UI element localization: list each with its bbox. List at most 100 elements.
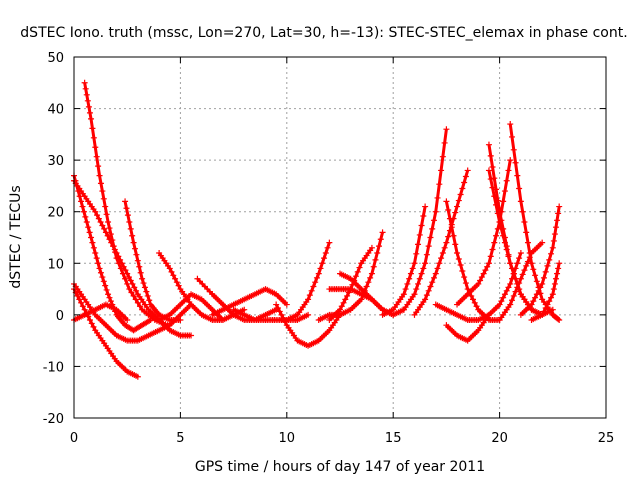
data-point — [78, 198, 85, 205]
data-marks — [71, 79, 563, 380]
data-point — [485, 260, 492, 267]
data-point — [82, 213, 89, 220]
data-point — [88, 234, 95, 241]
y-tick-label: -20 — [43, 412, 64, 427]
data-point — [340, 299, 347, 306]
data-point — [126, 219, 133, 226]
data-point — [510, 146, 517, 153]
data-point — [85, 224, 92, 231]
data-point — [124, 317, 131, 324]
series-arc11 — [209, 286, 290, 318]
data-point — [487, 176, 494, 183]
data-point — [528, 260, 535, 267]
data-point — [487, 152, 494, 159]
data-point — [141, 284, 148, 291]
data-point — [99, 188, 106, 195]
data-point — [438, 255, 445, 262]
data-point — [418, 222, 425, 229]
data-point — [455, 255, 462, 262]
data-point — [443, 126, 450, 133]
series-arc18 — [379, 203, 429, 318]
data-point — [516, 255, 523, 262]
x-axis-label: GPS time / hours of day 147 of year 2011 — [195, 459, 485, 475]
data-point — [420, 213, 427, 220]
data-point — [432, 270, 439, 277]
data-point — [118, 260, 125, 267]
data-point — [500, 232, 507, 239]
data-point — [76, 296, 83, 303]
data-point — [146, 297, 153, 304]
data-point — [462, 280, 469, 287]
data-point — [108, 239, 115, 246]
data-point — [471, 299, 478, 306]
data-point — [82, 85, 89, 92]
data-point — [86, 109, 93, 116]
data-point — [514, 284, 521, 291]
data-point — [532, 294, 539, 301]
data-point — [516, 280, 523, 287]
data-point — [555, 316, 562, 323]
data-point — [512, 265, 519, 272]
data-point — [519, 271, 526, 278]
data-point — [276, 308, 283, 315]
x-tick-label: 25 — [598, 431, 615, 446]
data-point — [106, 236, 113, 243]
data-point — [523, 229, 530, 236]
series-arc23 — [443, 311, 492, 344]
data-point — [452, 241, 459, 248]
data-point — [464, 286, 471, 293]
series-arc9 — [156, 291, 226, 324]
data-point — [124, 270, 131, 277]
data-point — [480, 270, 487, 277]
data-point — [452, 209, 459, 216]
data-point — [457, 191, 464, 198]
data-point — [491, 175, 498, 182]
data-point — [99, 222, 106, 229]
data-point — [507, 157, 514, 164]
series-arc8 — [156, 249, 248, 324]
data-point — [103, 211, 110, 218]
data-point — [548, 294, 555, 301]
data-point — [188, 332, 195, 339]
series-arc6 — [71, 301, 131, 324]
data-point — [115, 253, 122, 260]
data-point — [540, 308, 547, 315]
data-point — [523, 262, 530, 269]
data-point — [498, 225, 505, 232]
data-point — [100, 278, 107, 285]
data-point — [524, 258, 531, 265]
x-tick-label: 20 — [491, 431, 508, 446]
data-point — [241, 306, 248, 313]
data-point — [122, 275, 129, 282]
data-point — [503, 246, 510, 253]
data-point — [312, 279, 319, 286]
data-point — [407, 270, 414, 277]
data-point — [551, 231, 558, 238]
y-tick-label: 20 — [47, 206, 64, 221]
series-arc20 — [400, 126, 450, 313]
data-point — [546, 256, 553, 263]
data-point — [123, 205, 130, 212]
data-point — [92, 144, 99, 151]
data-point — [95, 215, 102, 222]
data-point — [461, 179, 468, 186]
data-point — [445, 233, 452, 240]
data-point — [124, 280, 131, 287]
data-point — [496, 219, 503, 226]
data-point — [74, 292, 81, 299]
data-point — [102, 203, 109, 210]
data-point — [107, 231, 114, 238]
data-point — [81, 306, 88, 313]
data-point — [89, 125, 96, 132]
data-point — [415, 241, 422, 248]
data-point — [418, 270, 425, 277]
data-point — [90, 134, 97, 141]
data-point — [427, 283, 434, 290]
data-point — [83, 219, 90, 226]
data-point — [104, 232, 111, 239]
data-point — [507, 260, 514, 267]
series-arc24 — [454, 157, 514, 308]
series-arc13 — [273, 301, 343, 349]
data-point — [95, 163, 102, 170]
data-point — [422, 296, 429, 303]
